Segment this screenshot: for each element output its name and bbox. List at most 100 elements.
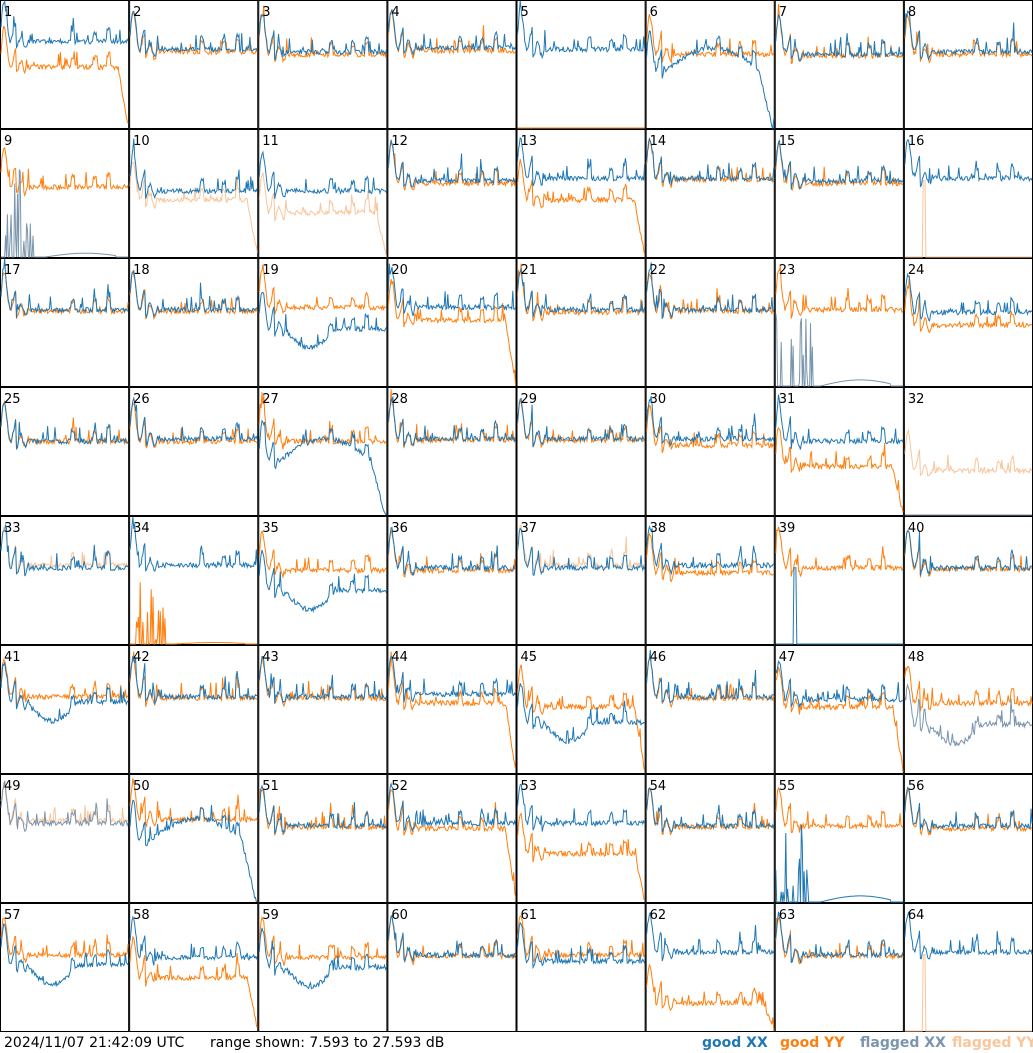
- panel-number: 6: [650, 5, 658, 20]
- series-xx-good: [904, 9, 1033, 61]
- panel-frame: [774, 774, 904, 903]
- panel-number: 50: [133, 779, 150, 794]
- panel-number: 45: [521, 650, 538, 665]
- series-xx-good: [0, 401, 129, 450]
- series-xx-good: [258, 549, 387, 614]
- panel-14: 14: [645, 129, 775, 258]
- series-xx-good: [646, 787, 775, 833]
- series-xx-good: [775, 394, 904, 450]
- panel-frame: [774, 903, 904, 1032]
- series-yy-good: [258, 392, 387, 450]
- series-xx-good: [646, 649, 774, 704]
- panel-39: 39: [774, 516, 904, 645]
- series-yy-flagged: [904, 180, 1032, 258]
- panel-frame: [129, 645, 259, 774]
- panel-frame: [258, 774, 388, 903]
- panel-frame: [258, 0, 388, 129]
- series-xx-good: [387, 263, 516, 317]
- panel-number: 19: [262, 263, 279, 278]
- panel-number: 57: [4, 908, 21, 923]
- panel-number: 43: [262, 650, 279, 665]
- panel-number: 46: [650, 650, 667, 665]
- panel-frame: [0, 774, 130, 903]
- series-yy-good: [387, 278, 516, 386]
- series-xx-good: [517, 0, 646, 60]
- series-yy-good: [646, 13, 775, 65]
- panel-59: 59: [258, 903, 388, 1032]
- series-xx-good: [775, 911, 904, 964]
- series-yy-good: [517, 159, 646, 255]
- series-xx-flagged: [775, 313, 903, 387]
- panel-number: 3: [262, 5, 270, 20]
- series-xx-good: [387, 782, 516, 833]
- panel-44: 44: [387, 645, 517, 774]
- panel-4: 4: [387, 0, 517, 129]
- series-xx-good: [904, 272, 1033, 322]
- panel-frame: [516, 258, 646, 387]
- series-xx-good: [517, 397, 646, 448]
- panel-frame: [774, 387, 904, 516]
- series-yy-good: [775, 666, 904, 773]
- series-yy-good: [517, 664, 646, 772]
- panel-number: 23: [779, 263, 796, 278]
- panel-number: 29: [521, 392, 538, 407]
- series-xx-good: [129, 655, 258, 705]
- panel-number: 5: [521, 5, 529, 20]
- panel-frame: [387, 516, 517, 645]
- series-xx-good: [258, 14, 387, 61]
- panel-1: 1: [0, 0, 130, 129]
- panel-number: 24: [908, 263, 925, 278]
- series-yy-good: [0, 146, 129, 198]
- panel-number: 25: [4, 392, 21, 407]
- panel-frame: [387, 0, 517, 129]
- panel-number: 39: [779, 521, 796, 536]
- panel-number: 51: [262, 779, 279, 794]
- panel-frame: [516, 645, 646, 774]
- panel-frame: [774, 645, 904, 774]
- panel-30: 30: [645, 387, 775, 516]
- panel-20: 20: [387, 258, 517, 387]
- panel-frame: [645, 774, 775, 903]
- panel-number: 17: [4, 263, 21, 278]
- panel-number: 34: [133, 521, 150, 536]
- panel-51: 51: [258, 774, 388, 903]
- series-xx-good: [517, 527, 646, 577]
- panel-26: 26: [129, 387, 259, 516]
- series-xx-good: [0, 524, 129, 577]
- panel-frame: [387, 387, 517, 516]
- panel-frame: [516, 129, 646, 258]
- panel-19: 19: [258, 258, 388, 387]
- panel-27: 27: [258, 387, 388, 516]
- panel-frame: [645, 258, 775, 387]
- panel-number: 2: [133, 5, 141, 20]
- series-xx-good: [0, 923, 129, 988]
- panel-number: 28: [391, 392, 408, 407]
- series-yy-good: [129, 935, 258, 1029]
- series-xx-good: [646, 137, 775, 185]
- series-yy-good: [258, 264, 387, 315]
- panel-frame: [258, 258, 388, 387]
- series-xx-good: [775, 824, 903, 903]
- panel-frame: [258, 129, 388, 258]
- panel-number: 35: [262, 521, 279, 536]
- series-yy-good: [387, 142, 516, 191]
- panel-number: 40: [908, 521, 925, 536]
- panel-number: 7: [779, 5, 787, 20]
- panel-33: 33: [0, 516, 130, 645]
- panel-number: 13: [521, 134, 538, 149]
- panel-48: 48: [903, 645, 1033, 774]
- panel-number: 33: [4, 521, 21, 536]
- series-xx-good: [775, 660, 904, 709]
- panel-49: 49: [0, 774, 130, 903]
- series-xx-good: [775, 567, 903, 645]
- panel-40: 40: [903, 516, 1033, 645]
- panel-frame: [774, 129, 904, 258]
- series-yy-good: [775, 526, 904, 578]
- panel-21: 21: [516, 258, 646, 387]
- panel-frame: [258, 903, 388, 1032]
- series-xx-good: [646, 30, 775, 130]
- series-xx-flagged: [0, 780, 129, 832]
- series-xx-good: [517, 783, 646, 832]
- series-xx-good: [904, 529, 1033, 576]
- series-xx-good: [129, 799, 258, 903]
